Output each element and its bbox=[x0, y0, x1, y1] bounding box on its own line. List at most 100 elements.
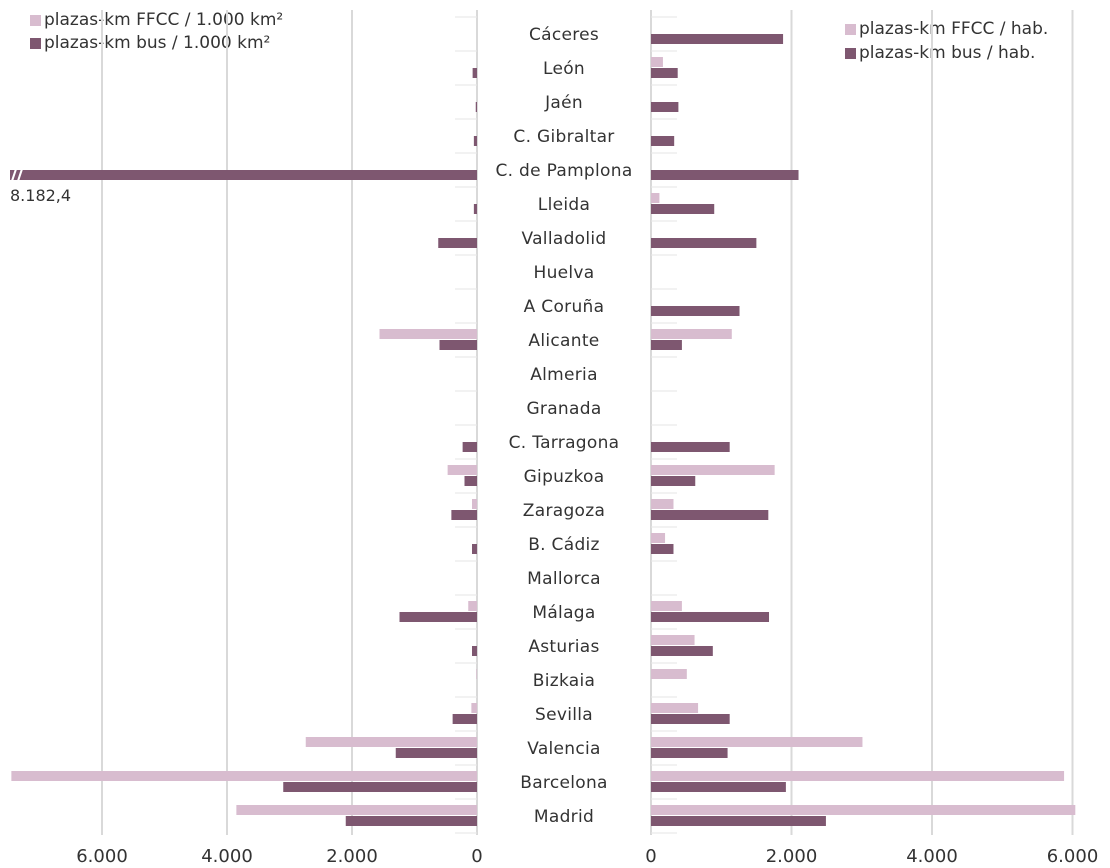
legend-left-item: plazas-km bus / 1.000 km² bbox=[30, 32, 283, 55]
legend-left: plazas-km FFCC / 1.000 km² plazas-km bus … bbox=[30, 9, 283, 55]
legend-label: plazas-km FFCC / hab. bbox=[859, 19, 1049, 39]
bar-left-ffcc-19 bbox=[476, 669, 477, 679]
bar-left-bus-5 bbox=[473, 204, 477, 214]
category-label-bg bbox=[478, 528, 650, 560]
bar-right-bus-23 bbox=[651, 816, 826, 826]
category-label: C. Tarragona bbox=[509, 433, 620, 453]
category-label-bg bbox=[478, 630, 650, 662]
bar-right-bus-6 bbox=[651, 238, 757, 248]
category-label: Alicante bbox=[528, 331, 599, 351]
category-label-bg bbox=[478, 222, 650, 254]
category-label-bg bbox=[478, 290, 650, 322]
bar-left-bus-1 bbox=[472, 68, 477, 78]
category-label-bg bbox=[478, 86, 650, 118]
category-label: Málaga bbox=[532, 603, 595, 623]
category-label: Jaén bbox=[544, 93, 583, 113]
category-label-bg bbox=[478, 800, 650, 832]
category-label: B. Cádiz bbox=[528, 535, 600, 555]
category-label-bg bbox=[478, 664, 650, 696]
bar-right-ffcc-9 bbox=[651, 329, 732, 339]
category-label: Zaragoza bbox=[523, 501, 605, 521]
category-label-bg bbox=[478, 392, 650, 424]
x-tick-label-left: 0 bbox=[471, 846, 482, 867]
bar-left-ffcc-20 bbox=[471, 703, 477, 713]
category-label-bg bbox=[478, 154, 650, 186]
bar-right-ffcc-17 bbox=[651, 601, 682, 611]
category-label: Lleida bbox=[538, 195, 590, 215]
bar-left-ffcc-17 bbox=[468, 601, 477, 611]
bar-left-bus-9 bbox=[439, 340, 477, 350]
category-label-bg bbox=[478, 256, 650, 288]
bar-right-bus-2 bbox=[651, 102, 679, 112]
category-label: Almeria bbox=[530, 365, 598, 385]
bar-left-ffcc-14 bbox=[472, 499, 477, 509]
category-label: Granada bbox=[526, 399, 601, 419]
category-label: Sevilla bbox=[535, 705, 593, 725]
bar-right-ffcc-14 bbox=[651, 499, 674, 509]
bar-right-bus-8 bbox=[651, 306, 740, 316]
bar-right-ffcc-1 bbox=[651, 57, 663, 67]
bar-left-bus-3 bbox=[473, 136, 477, 146]
bar-right-ffcc-5 bbox=[651, 193, 660, 203]
bar-left-bus-23 bbox=[345, 816, 477, 826]
bar-left-bus-18 bbox=[472, 646, 477, 656]
category-label: Madrid bbox=[534, 807, 594, 827]
category-label-bg bbox=[478, 324, 650, 356]
bar-right-ffcc-18 bbox=[651, 635, 695, 645]
x-tick-label-left: 6.000 bbox=[76, 846, 128, 867]
bar-right-bus-21 bbox=[651, 748, 728, 758]
break-value-label: 8.182,4 bbox=[10, 186, 71, 205]
bar-right-ffcc-15 bbox=[651, 533, 666, 543]
bar-right-bus-13 bbox=[651, 476, 696, 486]
category-label: C. de Pamplona bbox=[495, 161, 632, 181]
category-label-bg bbox=[478, 460, 650, 492]
category-label-bg bbox=[478, 426, 650, 458]
category-label-bg bbox=[478, 18, 650, 50]
category-label: Gipuzkoa bbox=[524, 467, 605, 487]
category-label-bg bbox=[478, 732, 650, 764]
category-label-bg bbox=[478, 562, 650, 594]
bar-right-bus-9 bbox=[651, 340, 682, 350]
category-label-bg bbox=[478, 358, 650, 390]
legend-swatch bbox=[845, 23, 856, 35]
bar-left-bus-21 bbox=[395, 748, 477, 758]
category-label: Cáceres bbox=[529, 25, 599, 45]
legend-swatch bbox=[845, 47, 856, 59]
category-label: Valencia bbox=[527, 739, 601, 759]
bar-right-ffcc-23 bbox=[651, 805, 1076, 815]
bar-right-bus-20 bbox=[651, 714, 730, 724]
category-label: A Coruña bbox=[524, 297, 605, 317]
category-label-bg bbox=[478, 188, 650, 220]
legend-right-item: plazas-km FFCC / hab. bbox=[845, 17, 1048, 41]
x-tick-label-right: 0 bbox=[645, 846, 656, 867]
x-tick-label-left: 2.000 bbox=[326, 846, 378, 867]
category-label: Barcelona bbox=[520, 773, 608, 793]
bar-left-bus-15 bbox=[472, 544, 477, 554]
category-label: León bbox=[543, 59, 585, 79]
bar-right-bus-1 bbox=[651, 68, 678, 78]
bar-right-ffcc-20 bbox=[651, 703, 699, 713]
bar-left-bus-13 bbox=[464, 476, 477, 486]
category-label-bg bbox=[478, 494, 650, 526]
category-label: Bizkaia bbox=[533, 671, 596, 691]
x-tick-label-right: 4.000 bbox=[906, 846, 958, 867]
bar-right-ffcc-19 bbox=[651, 669, 687, 679]
legend-label: plazas-km bus / hab. bbox=[859, 43, 1036, 63]
axis-break-mark bbox=[17, 168, 23, 182]
x-tick-label-right: 2.000 bbox=[766, 846, 818, 867]
category-label: Valladolid bbox=[521, 229, 606, 249]
bar-right-bus-3 bbox=[651, 136, 675, 146]
bar-left-bus-17 bbox=[399, 612, 477, 622]
legend-label: plazas-km FFCC / 1.000 km² bbox=[44, 10, 284, 30]
bar-right-ffcc-13 bbox=[651, 465, 775, 475]
bar-right-ffcc-22 bbox=[651, 771, 1065, 781]
bar-left-ffcc-9 bbox=[379, 329, 477, 339]
legend-left-item: plazas-km FFCC / 1.000 km² bbox=[30, 9, 283, 32]
category-label-bg bbox=[478, 596, 650, 628]
bar-left-ffcc-22 bbox=[11, 771, 477, 781]
bar-right-bus-0 bbox=[651, 34, 784, 44]
category-label-bg bbox=[478, 766, 650, 798]
bar-right-bus-15 bbox=[651, 544, 674, 554]
bar-left-bus-14 bbox=[451, 510, 477, 520]
legend-right-item: plazas-km bus / hab. bbox=[845, 41, 1048, 65]
